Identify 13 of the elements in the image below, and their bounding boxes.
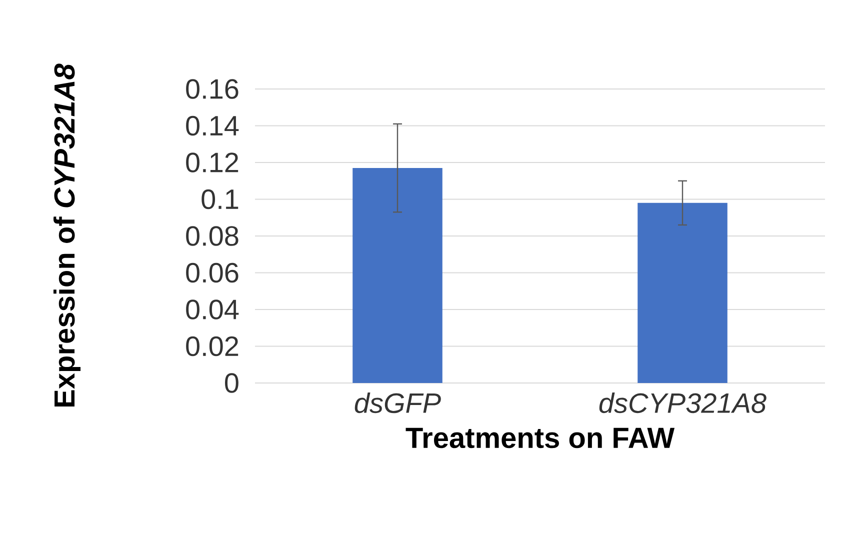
x-tick-label: dsGFP	[354, 392, 441, 414]
y-tick-label: 0.06	[186, 262, 238, 283]
y-axis-title: Expression of CYP321A8	[53, 64, 81, 407]
x-tick-label: dsCYP321A8	[599, 392, 766, 414]
x-axis-title: Treatments on FAW	[406, 428, 675, 448]
y-tick-label: 0.08	[186, 226, 238, 246]
y-tick-label: 0.16	[186, 79, 238, 99]
y-tick-label: 0.14	[186, 116, 239, 136]
y-tick-label: 0.04	[186, 300, 239, 320]
y-tick-label: 0.02	[186, 336, 238, 356]
y-tick-label: 0.12	[186, 152, 238, 172]
y-tick-label: 0	[225, 373, 238, 393]
y-tick-label: 0.1	[202, 189, 238, 210]
